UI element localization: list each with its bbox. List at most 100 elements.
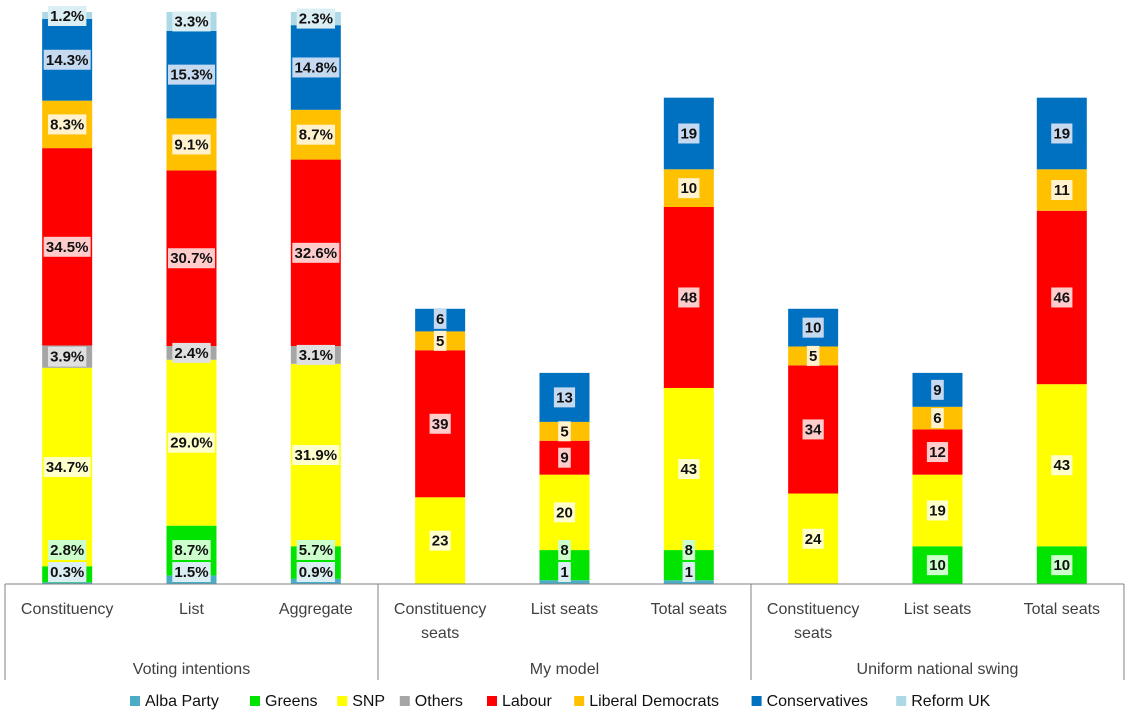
data-label-bg <box>172 540 211 560</box>
legend-label: Reform UK <box>911 693 990 710</box>
data-label-alba-party: 1.5% <box>174 564 208 581</box>
data-label-others: 3.9% <box>50 349 84 366</box>
data-label-bg <box>1051 555 1073 576</box>
data-label-bg <box>806 345 820 366</box>
data-label-bg <box>678 459 700 480</box>
x-tick-label: List seats <box>531 601 599 618</box>
data-label-bg <box>678 178 700 199</box>
bar-stack-5: 1 8 20 9 5 13 <box>539 372 590 584</box>
data-label-bg <box>1051 123 1073 144</box>
data-label-bg <box>802 528 824 549</box>
bar-segment-alba-party <box>539 580 590 584</box>
data-label-liberal-democrats: 8.3% <box>50 116 84 133</box>
legend-swatch <box>751 696 762 706</box>
data-label-snp: 31.9% <box>295 447 338 464</box>
data-label-bg <box>296 8 336 29</box>
data-label-alba-party: 0.3% <box>50 564 84 581</box>
legend-label: Liberal Democrats <box>589 693 719 710</box>
legend-item-others: Others <box>399 693 463 710</box>
bar-stack-8: 10 19 12 6 9 <box>912 372 963 584</box>
data-label-conservatives: 13 <box>556 389 573 406</box>
legend-item-reform-uk: Reform UK <box>896 693 991 710</box>
data-label-bg <box>931 408 944 429</box>
legend-label: Labour <box>502 693 552 710</box>
data-label-bg <box>802 317 824 338</box>
data-label-bg <box>172 342 211 363</box>
data-label-greens: 5.7% <box>299 542 333 559</box>
bar-stack-7: 24 34 5 10 <box>788 308 839 584</box>
data-label-bg <box>802 419 824 440</box>
data-label-liberal-democrats: 11 <box>1054 182 1070 199</box>
data-label-greens: 8.7% <box>174 542 208 559</box>
data-label-snp: 29.0% <box>170 435 213 452</box>
data-label-bg <box>47 346 87 367</box>
data-label-labour: 34 <box>805 421 822 438</box>
x-tick-label: Aggregate <box>279 601 353 618</box>
data-label-bg <box>172 134 211 155</box>
data-label-labour: 46 <box>1053 289 1070 306</box>
data-label-conservatives: 14.8% <box>295 59 338 76</box>
x-tick-label: Total seats <box>651 601 727 618</box>
data-label-bg <box>296 562 336 582</box>
legend-item-conservatives: Conservatives <box>751 693 868 710</box>
data-label-bg <box>558 447 571 468</box>
data-label-labour: 30.7% <box>170 250 213 267</box>
data-label-snp: 43 <box>680 461 697 478</box>
data-label-labour: 9 <box>560 450 568 467</box>
x-tick-label: Constituency <box>21 601 114 618</box>
data-label-bg <box>931 379 944 400</box>
legend-item-greens: Greens <box>250 693 317 710</box>
data-label-snp: 23 <box>432 533 449 550</box>
data-label-labour: 34.5% <box>46 239 89 256</box>
data-label-others: 2.4% <box>174 345 208 362</box>
legend-swatch <box>574 696 585 706</box>
data-label-bg <box>296 344 336 365</box>
data-label-greens: 8 <box>560 542 568 559</box>
data-label-bg <box>1051 287 1073 308</box>
data-label-bg <box>292 57 340 78</box>
data-label-bg <box>433 308 447 329</box>
x-tick-label: List <box>179 601 204 618</box>
legend-label: Conservatives <box>767 693 868 710</box>
data-label-liberal-democrats: 5 <box>809 348 817 365</box>
data-label-bg <box>429 530 451 551</box>
data-label-alba-party: 0.9% <box>299 564 333 581</box>
bar-segment-alba-party <box>663 580 714 584</box>
data-label-bg <box>172 562 211 582</box>
legend-swatch <box>337 696 348 706</box>
data-label-bg <box>558 421 571 442</box>
data-label-liberal-democrats: 8.7% <box>299 127 333 144</box>
data-label-bg <box>926 442 949 463</box>
data-label-labour: 32.6% <box>295 245 338 262</box>
legend-swatch <box>896 696 907 706</box>
data-label-conservatives: 6 <box>436 311 444 328</box>
data-label-snp: 20 <box>556 504 573 521</box>
bar-stack-3: 0.9% 5.7% 31.9% 3.1% 32.6% 8.7% 14.8% 2.3% <box>290 8 341 584</box>
x-tick-label: Total seats <box>1024 601 1100 618</box>
data-label-greens: 10 <box>1053 557 1070 574</box>
data-label-bg <box>558 540 571 560</box>
legend-swatch <box>130 696 140 706</box>
data-label-liberal-democrats: 9.1% <box>174 136 208 153</box>
data-label-snp: 34.7% <box>46 459 89 476</box>
bar-stack-1: 0.3% 2.8% 34.7% 3.9% 34.5% 8.3% 14.3% 1.2% <box>42 6 93 584</box>
data-label-greens: 2.8% <box>50 542 84 559</box>
data-label-bg <box>926 555 949 576</box>
data-label-bg <box>43 49 91 70</box>
data-label-conservatives: 15.3% <box>170 67 213 84</box>
legend-label: Alba Party <box>145 693 219 710</box>
data-label-conservatives: 19 <box>1053 125 1070 142</box>
legend-swatch <box>399 696 410 706</box>
legend-item-liberal-democrats: Liberal Democrats <box>574 693 719 710</box>
data-label-bg <box>1051 180 1073 201</box>
data-label-reform-uk: 2.3% <box>299 11 333 28</box>
legend-label: Others <box>415 693 463 710</box>
legend-label: Greens <box>265 693 317 710</box>
data-label-snp: 24 <box>805 531 822 548</box>
data-label-bg <box>167 432 215 453</box>
data-label-reform-uk: 3.3% <box>174 13 208 30</box>
data-label-liberal-democrats: 5 <box>560 423 568 440</box>
data-label-bg <box>678 287 700 308</box>
data-label-bg <box>47 114 87 135</box>
